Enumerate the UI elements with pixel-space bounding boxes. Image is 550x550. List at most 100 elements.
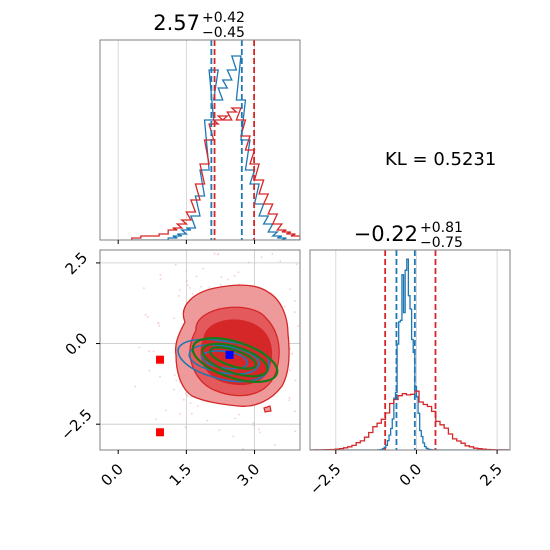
axes-frame-top: [99, 39, 301, 241]
sample-point: [271, 253, 274, 255]
sample-point: [186, 280, 188, 282]
sample-point: [302, 425, 304, 427]
sample-point: [189, 402, 192, 404]
sample-point: [189, 287, 192, 289]
sample-point: [143, 287, 145, 289]
sample-point: [312, 285, 314, 287]
histogram-step-blue: [131, 55, 300, 240]
tick-label-x: 0.0: [97, 460, 127, 490]
sample-point: [324, 297, 326, 299]
sample-point: [341, 322, 343, 324]
title-x-upper: +0.42: [202, 10, 245, 26]
sample-point: [174, 263, 177, 266]
sample-point: [190, 412, 193, 415]
sample-point: [155, 418, 158, 421]
sample-point: [233, 275, 236, 277]
title-x-main: 2.57: [153, 11, 200, 35]
tick-label-y: 0.0: [62, 329, 92, 359]
green-ellipse-outer: [191, 337, 279, 383]
sample-point: [184, 426, 187, 429]
sample-point: [148, 350, 150, 353]
sample-point: [218, 429, 221, 432]
histograms-y: [310, 258, 510, 450]
sample-point: [279, 260, 282, 263]
sample-point: [294, 300, 296, 302]
sample-point: [294, 379, 297, 382]
sample-point: [260, 256, 263, 259]
sample-point: [173, 374, 176, 376]
sample-point: [191, 293, 194, 295]
kl-annotation: KL = 0.5231: [385, 149, 496, 170]
sample-point: [329, 328, 331, 330]
sample-point: [213, 252, 216, 255]
sample-point: [234, 417, 237, 420]
sample-point: [186, 284, 189, 287]
sample-point: [217, 253, 219, 255]
sample-point: [202, 267, 205, 270]
ticks-top: [117, 240, 256, 244]
sample-point: [294, 410, 296, 413]
sample-point: [340, 351, 342, 353]
sample-point: [283, 305, 286, 308]
sample-point: [144, 313, 147, 316]
joint-markers: [156, 350, 234, 437]
sample-point: [138, 346, 141, 349]
sample-point: [175, 379, 178, 382]
sample-point: [148, 369, 151, 372]
sample-point: [232, 435, 235, 438]
sample-point: [195, 275, 198, 278]
sample-point: [159, 273, 162, 276]
quantile-lines-y: [384, 250, 437, 450]
tick-label-x: 1.5: [166, 460, 196, 490]
sample-point: [341, 349, 343, 351]
sample-point: [289, 347, 292, 350]
blue-marker: [225, 350, 234, 359]
sample-point: [159, 278, 162, 280]
ticks-right: −2.5 0.0 2.5: [306, 450, 506, 499]
sample-point: [173, 317, 176, 320]
sample-point: [297, 325, 299, 327]
axes-frame-joint: [99, 249, 301, 451]
sample-point: [304, 347, 306, 349]
tick-label-x: 0.0: [396, 460, 426, 490]
sample-point: [313, 284, 315, 286]
sample-point: [289, 369, 291, 372]
marginal-x-panel: 2.57 +0.42 −0.45: [99, 10, 301, 244]
sample-point: [343, 345, 345, 347]
sample-point: [308, 320, 310, 322]
sample-point: [158, 324, 161, 327]
sample-point: [274, 443, 276, 446]
sample-point: [182, 398, 185, 401]
sample-point: [178, 412, 181, 415]
title-y-main: −0.22: [354, 222, 418, 246]
axes-frame-right: [309, 249, 511, 451]
sample-point: [152, 350, 155, 353]
joint-panel: 0.0 1.5 3.02.50.0−2.5: [57, 249, 348, 490]
sample-point: [252, 424, 255, 427]
sample-point: [346, 340, 348, 342]
sample-point: [178, 289, 181, 291]
sample-point: [134, 385, 137, 388]
tick-label-x: 2.5: [476, 460, 506, 490]
blue-contour-inner: [200, 350, 249, 370]
histograms-x: [131, 55, 300, 240]
sample-point: [321, 306, 323, 308]
red-marker: [156, 355, 164, 364]
tick-label-y: −2.5: [57, 405, 95, 443]
sample-point: [184, 392, 187, 395]
sample-point: [196, 405, 199, 407]
sample-point: [288, 288, 291, 291]
sample-point: [252, 422, 255, 424]
sample-point: [157, 322, 160, 324]
sample-point: [238, 413, 240, 416]
sample-point: [159, 375, 161, 378]
sample-point: [200, 285, 203, 288]
sample-point: [146, 315, 149, 318]
sample-point: [319, 390, 321, 392]
tick-label-y: 2.5: [62, 249, 92, 279]
title-y-lower: −0.75: [420, 235, 463, 251]
sample-point: [295, 263, 298, 266]
gridlines-y: [335, 250, 498, 450]
sample-point: [242, 448, 244, 450]
